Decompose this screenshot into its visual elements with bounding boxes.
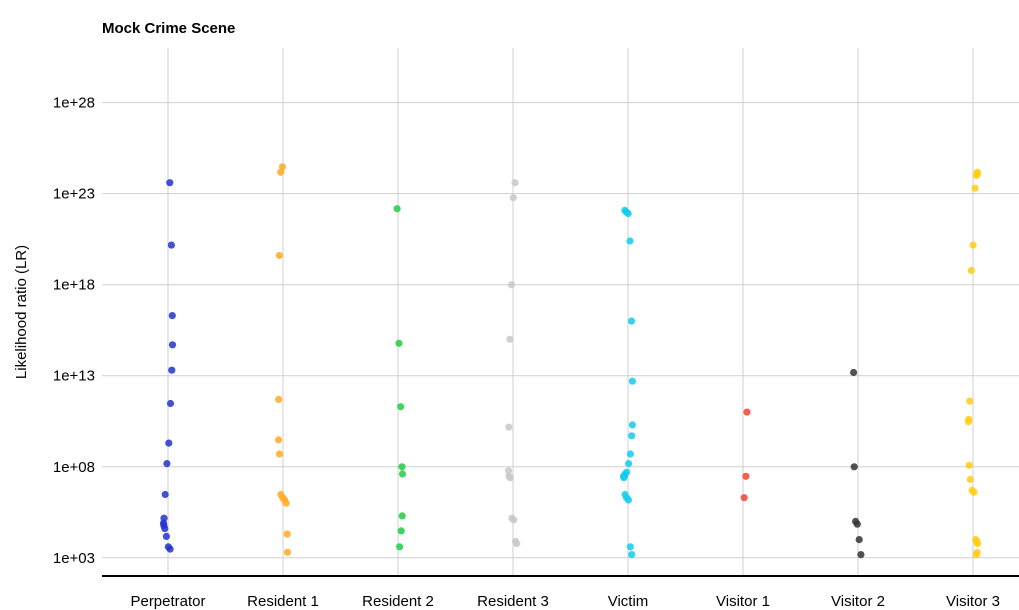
data-point: [275, 251, 283, 260]
data-point: [277, 168, 285, 176]
data-point: [397, 527, 405, 535]
data-points: [159, 163, 982, 559]
data-point: [972, 551, 980, 559]
y-tick-label: 1e+08: [53, 459, 95, 476]
data-point: [627, 317, 636, 325]
grid-lines: [102, 48, 1019, 576]
data-point: [966, 397, 974, 405]
data-point: [850, 463, 858, 471]
data-point: [855, 536, 863, 544]
y-tick-labels: 1e+03 1e+08 1e+13 1e+18 1e+23 1e+28: [53, 95, 95, 567]
x-tick-label: Resident 3: [477, 593, 549, 610]
data-point: [398, 463, 406, 471]
data-point: [506, 335, 514, 343]
data-point: [626, 543, 634, 551]
data-point: [504, 467, 513, 475]
x-tick-label: Victim: [608, 593, 649, 610]
x-tick-label: Visitor 3: [946, 593, 1000, 610]
data-point: [850, 368, 858, 377]
data-point: [513, 540, 521, 548]
x-tick-label: Visitor 2: [831, 593, 885, 610]
data-point: [628, 421, 637, 429]
data-point: [168, 366, 176, 374]
data-point: [166, 399, 175, 408]
data-point: [166, 179, 174, 187]
data-point: [626, 237, 634, 245]
data-point: [166, 545, 174, 553]
data-point: [857, 551, 865, 559]
data-point: [628, 377, 637, 385]
y-tick-label: 1e+23: [53, 186, 95, 203]
data-point: [398, 470, 407, 478]
data-point: [510, 516, 518, 524]
data-point: [165, 439, 173, 447]
data-point: [505, 423, 513, 431]
data-point: [283, 530, 291, 538]
data-point: [161, 525, 169, 533]
data-point: [275, 436, 283, 444]
data-point: [973, 540, 982, 548]
data-point: [740, 494, 748, 502]
data-point: [168, 312, 176, 320]
y-tick-label: 1e+03: [53, 550, 95, 567]
data-point: [393, 205, 401, 213]
data-point: [278, 163, 287, 171]
data-point: [396, 543, 404, 551]
data-point: [965, 461, 973, 469]
data-point: [971, 184, 979, 192]
data-point: [283, 548, 292, 556]
data-point: [275, 395, 283, 403]
chart-title: Mock Crime Scene: [102, 20, 236, 37]
data-point: [966, 475, 974, 484]
x-tick-label: Perpetrator: [130, 593, 205, 610]
data-point: [168, 341, 177, 349]
data-point: [970, 488, 978, 496]
data-point: [162, 532, 170, 541]
data-point: [624, 496, 633, 504]
x-tick-label: Resident 2: [362, 593, 434, 610]
data-point: [167, 241, 175, 249]
data-point: [506, 474, 514, 482]
x-tick-labels: Perpetrator Resident 1 Resident 2 Resident …: [130, 593, 999, 610]
data-point: [275, 450, 284, 458]
y-tick-label: 1e+18: [53, 277, 95, 294]
data-point: [743, 408, 751, 416]
data-point: [969, 241, 977, 249]
y-tick-label: 1e+28: [53, 95, 95, 112]
data-point: [742, 472, 750, 480]
data-point: [620, 474, 628, 482]
data-point: [507, 281, 516, 289]
data-point: [397, 403, 405, 411]
data-point: [398, 512, 406, 520]
x-tick-label: Visitor 1: [716, 593, 770, 610]
y-axis-title: Likelihood ratio (LR): [13, 245, 30, 379]
data-point: [163, 460, 171, 468]
data-point: [511, 179, 519, 187]
x-tick-label: Resident 1: [247, 593, 319, 610]
data-point: [626, 450, 635, 458]
data-point: [395, 339, 403, 347]
y-tick-label: 1e+13: [53, 368, 95, 385]
data-point: [628, 432, 636, 440]
data-point: [853, 520, 861, 528]
data-point: [964, 418, 973, 426]
data-point: [161, 490, 169, 499]
data-point: [624, 210, 632, 218]
data-point: [625, 460, 633, 468]
data-point: [972, 171, 981, 179]
data-point: [967, 266, 975, 275]
data-point: [282, 499, 290, 507]
data-point: [509, 194, 517, 202]
data-point: [628, 551, 636, 559]
